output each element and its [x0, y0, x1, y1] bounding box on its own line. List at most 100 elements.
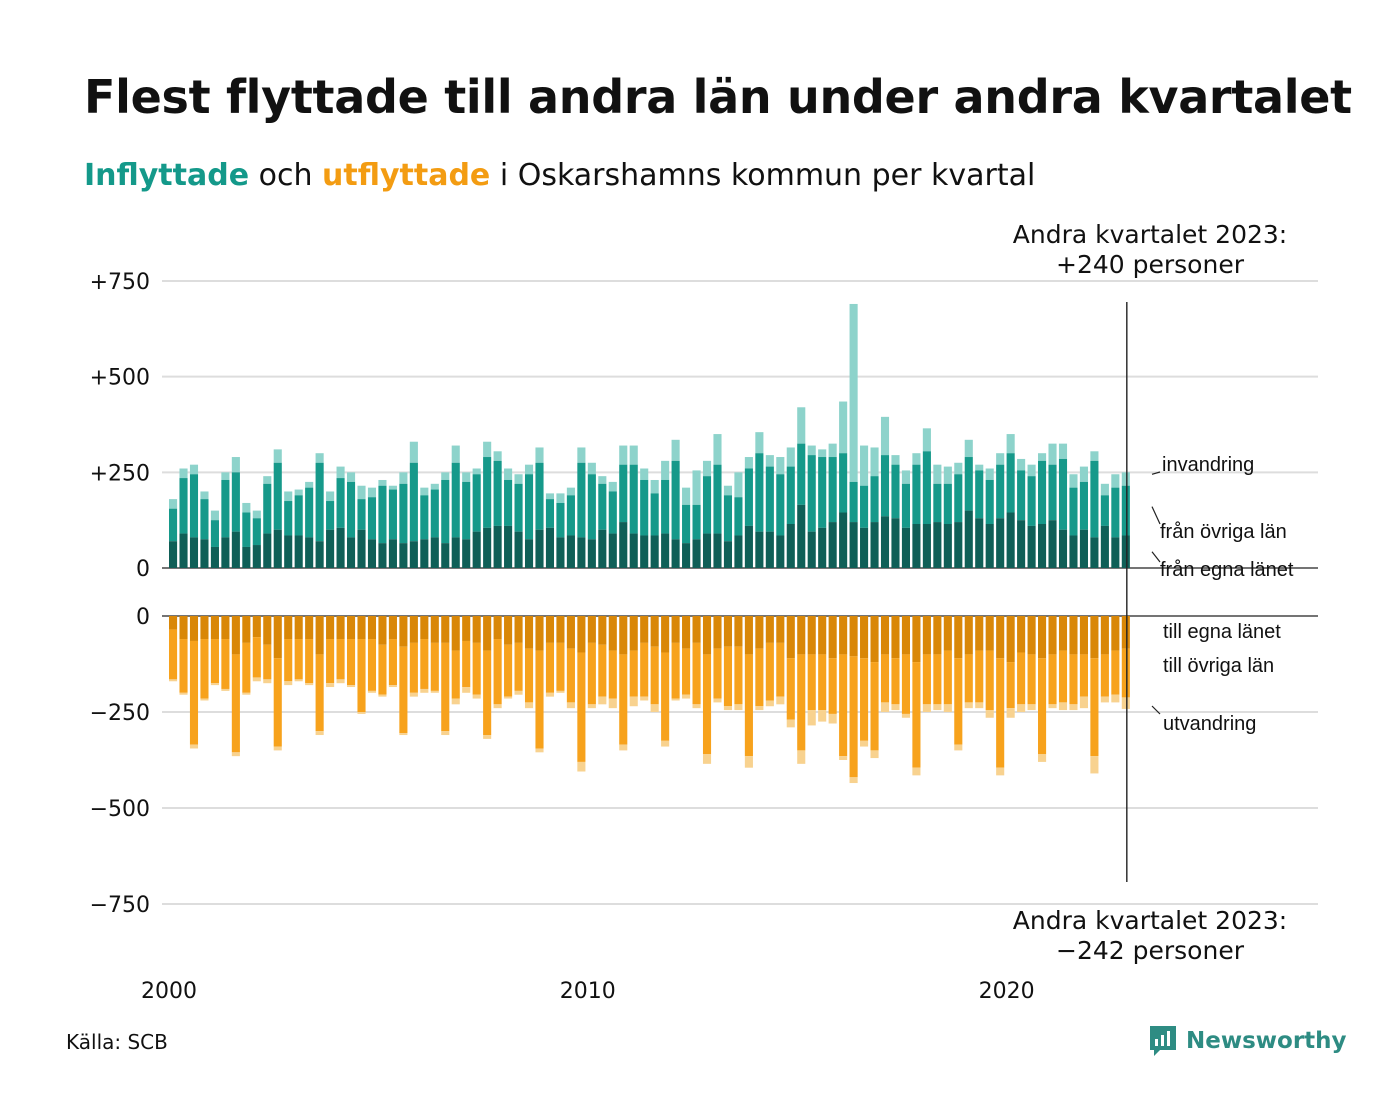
bar-out-egna-lanet — [839, 616, 848, 655]
bottom-annotation-line2: −242 personer — [1056, 936, 1244, 965]
bar-out-utvandring — [661, 740, 670, 747]
bar-in-invandring — [566, 487, 575, 496]
bar-out-utvandring — [797, 750, 806, 764]
bar-in-egna-lanet — [1048, 520, 1057, 568]
bar-in-ovriga-lan — [1006, 453, 1015, 513]
bar-in-ovriga-lan — [880, 455, 890, 517]
bar-in-invandring — [598, 476, 607, 484]
bar-in-egna-lanet — [378, 543, 387, 568]
bar-in-invandring — [221, 472, 230, 480]
bar-in-ovriga-lan — [598, 483, 607, 530]
y-tick-label-top: 0 — [136, 557, 150, 582]
bar-out-utvandring — [305, 683, 314, 686]
bar-in-invandring — [524, 464, 534, 475]
bar-out-utvandring — [1111, 694, 1120, 703]
bar-out-egna-lanet — [231, 616, 240, 655]
bar-out-ovriga-lan — [378, 644, 387, 695]
bar-in-invandring — [849, 303, 858, 482]
bar-out-egna-lanet — [200, 616, 209, 640]
bar-out-ovriga-lan — [1006, 662, 1015, 709]
bar-in-ovriga-lan — [661, 479, 670, 534]
bar-in-ovriga-lan — [524, 474, 534, 540]
bar-out-egna-lanet — [587, 616, 596, 643]
bar-in-invandring — [1058, 443, 1068, 459]
bar-in-egna-lanet — [870, 522, 879, 568]
bar-out-egna-lanet — [420, 616, 429, 640]
bar-in-invandring — [430, 483, 439, 490]
bar-in-egna-lanet — [263, 533, 272, 568]
bar-out-utvandring — [912, 767, 921, 776]
bar-in-invandring — [451, 445, 460, 463]
newsworthy-logo-text: Newsworthy — [1186, 1028, 1347, 1054]
bar-in-invandring — [399, 472, 408, 484]
bar-in-invandring — [619, 445, 628, 465]
x-tick-label: 2020 — [979, 979, 1035, 1004]
bar-out-utvandring — [336, 679, 345, 684]
bar-in-invandring — [860, 445, 869, 486]
bar-in-invandring — [870, 447, 879, 477]
bar-in-invandring — [1100, 483, 1109, 496]
bar-in-egna-lanet — [1090, 537, 1099, 568]
bar-in-egna-lanet — [284, 535, 293, 568]
bar-in-ovriga-lan — [545, 499, 555, 528]
bar-in-invandring — [242, 502, 251, 513]
bar-out-egna-lanet — [346, 616, 356, 640]
bar-out-utvandring — [598, 696, 607, 705]
bar-out-utvandring — [828, 713, 837, 724]
bar-in-ovriga-lan — [483, 457, 492, 528]
bar-in-invandring — [891, 455, 900, 465]
bar-out-utvandring — [786, 719, 795, 728]
bar-in-ovriga-lan — [776, 474, 785, 536]
bar-out-utvandring — [692, 704, 701, 709]
bar-in-invandring — [441, 472, 450, 480]
bar-in-ovriga-lan — [828, 457, 837, 523]
bar-out-ovriga-lan — [996, 658, 1005, 768]
bar-out-egna-lanet — [713, 616, 722, 649]
bar-out-ovriga-lan — [535, 650, 544, 749]
bar-out-utvandring — [221, 688, 230, 691]
bar-in-ovriga-lan — [1017, 470, 1026, 521]
bar-out-ovriga-lan — [682, 648, 691, 695]
bar-in-egna-lanet — [807, 531, 816, 568]
bar-in-egna-lanet — [504, 525, 513, 568]
newsworthy-logo-icon — [1150, 1026, 1176, 1056]
bar-in-invandring — [1111, 474, 1120, 488]
bar-out-ovriga-lan — [922, 654, 931, 705]
bar-in-egna-lanet — [943, 523, 952, 568]
bar-out-egna-lanet — [954, 616, 963, 659]
bar-out-ovriga-lan — [797, 654, 806, 751]
bar-out-egna-lanet — [985, 616, 994, 651]
bar-out-utvandring — [901, 713, 910, 718]
bar-out-utvandring — [189, 744, 199, 749]
bar-in-invandring — [1090, 451, 1099, 461]
bar-in-invandring — [1038, 453, 1047, 461]
bar-out-egna-lanet — [922, 616, 931, 655]
bar-out-egna-lanet — [619, 616, 628, 655]
bar-in-ovriga-lan — [629, 464, 638, 534]
bottom-annotation: Andra kvartalet 2023: −242 personer — [980, 906, 1320, 966]
bar-out-ovriga-lan — [483, 650, 492, 736]
bar-out-ovriga-lan — [734, 646, 743, 705]
bar-in-egna-lanet — [420, 539, 429, 568]
bar-out-utvandring — [713, 698, 722, 703]
bar-out-ovriga-lan — [1027, 654, 1036, 705]
bar-out-ovriga-lan — [273, 658, 282, 747]
bar-in-ovriga-lan — [504, 479, 513, 526]
bar-out-egna-lanet — [378, 616, 387, 645]
bar-in-invandring — [682, 487, 691, 505]
bar-out-utvandring — [954, 744, 963, 751]
subtitle-utflyttade: utflyttade — [322, 158, 491, 193]
bar-in-invandring — [357, 485, 366, 500]
bar-out-egna-lanet — [880, 616, 890, 655]
bar-in-ovriga-lan — [671, 460, 680, 540]
y-tick-label-bottom: −250 — [90, 701, 150, 726]
bar-out-ovriga-lan — [169, 629, 178, 680]
bar-out-ovriga-lan — [671, 642, 680, 699]
bar-out-ovriga-lan — [776, 642, 785, 697]
bar-out-egna-lanet — [514, 616, 523, 643]
bar-in-invandring — [755, 432, 764, 454]
bar-in-ovriga-lan — [901, 483, 910, 528]
bar-out-utvandring — [242, 692, 251, 695]
bar-in-egna-lanet — [1027, 525, 1036, 568]
source-note: Källa: SCB — [66, 1030, 168, 1054]
